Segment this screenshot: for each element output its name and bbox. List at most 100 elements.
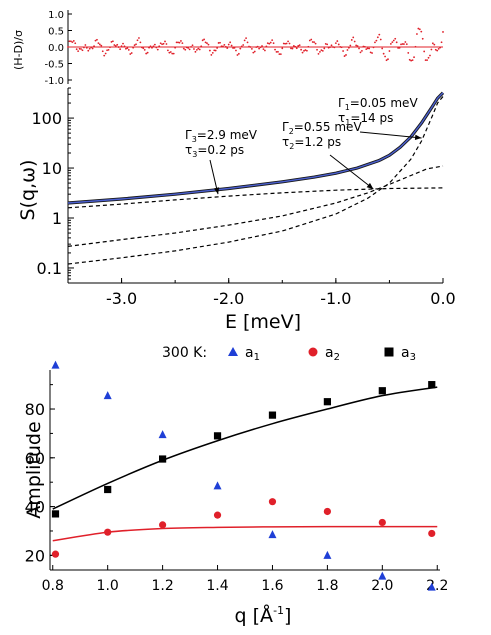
legend-label-a2-sub: 2: [334, 352, 340, 363]
residual-point: [191, 44, 194, 47]
residual-point: [426, 59, 428, 62]
residual-axis-label: (H-D)/σ: [12, 30, 25, 70]
residual-point: [132, 46, 135, 49]
residual-point: [167, 49, 169, 52]
residual-point: [403, 43, 405, 45]
spectrum-y-axis-label: S(q,ω): [17, 160, 39, 221]
residual-point: [139, 41, 142, 44]
point-a3: [378, 387, 386, 395]
residual-point: [418, 28, 421, 31]
point-a1: [427, 582, 436, 591]
residual-point: [363, 45, 366, 48]
residual-point: [387, 58, 389, 61]
annotation-tau-label-idx: 2: [289, 142, 294, 151]
residual-point: [208, 49, 211, 52]
residual-point: [193, 48, 195, 50]
residual-point: [72, 40, 75, 42]
residual-point: [411, 59, 414, 62]
residual-point: [78, 47, 81, 50]
residual-point: [114, 45, 117, 47]
legend-label-a3: a3: [401, 345, 416, 363]
residual-point: [401, 43, 404, 45]
residual-point: [130, 52, 133, 54]
residual-point: [314, 42, 317, 45]
residual-point: [395, 41, 398, 44]
annotation-gamma-label-sym: Γ: [338, 96, 345, 110]
point-a3: [213, 432, 222, 440]
annotation-tau-label-val: =1.2 ps: [294, 135, 341, 149]
amplitude-x-label-exponent: -1: [273, 604, 284, 617]
residual-point: [274, 48, 276, 51]
residual-point: [379, 38, 382, 41]
residual-point: [420, 30, 423, 33]
residual-point: [365, 48, 368, 51]
residual-point: [88, 47, 91, 50]
residual-point: [343, 55, 346, 57]
spectrum-y-tick-label: 0.1: [37, 259, 62, 278]
residual-point: [252, 51, 255, 54]
point-a1: [103, 391, 112, 400]
annotation-tau-label-sym: τ: [185, 143, 192, 157]
residual-point: [213, 49, 216, 52]
residual-point: [237, 52, 240, 55]
annotation-arrow-line: [359, 131, 422, 139]
point-a2: [51, 550, 60, 558]
residual-point: [133, 44, 136, 47]
annotation-tau-label: τ3=0.2 ps: [185, 143, 244, 159]
residual-y-tick-label: 0.5: [48, 27, 64, 38]
amplitude-x-tick-label: 2.0: [371, 578, 393, 594]
residual-point: [334, 42, 337, 45]
residual-point: [269, 41, 272, 44]
residual-point: [101, 50, 104, 53]
annotation-gamma-label-idx: 1: [345, 103, 350, 112]
point-a3: [323, 398, 331, 406]
residual-point: [116, 43, 119, 46]
residual-point: [301, 51, 304, 54]
residual-point: [80, 48, 82, 50]
residual-point: [266, 42, 269, 45]
amplitude-y-tick-label: 40: [25, 498, 45, 517]
annotation-tau-label-sym: τ: [338, 111, 345, 125]
spectrum-x-axis-label: E [meV]: [225, 311, 301, 333]
residual-point: [83, 46, 85, 49]
annotation-arrowhead: [366, 182, 374, 190]
residual-point: [339, 46, 342, 48]
residual-point: [414, 45, 417, 48]
residual-point: [268, 42, 271, 45]
residual-point: [152, 45, 155, 48]
residual-point: [227, 43, 230, 46]
residual-point: [203, 38, 206, 41]
residual-point: [384, 55, 386, 58]
residual-point: [197, 47, 200, 50]
amplitude-x-tick-label: 2.2: [426, 578, 448, 594]
annotation-tau-label: τ1=14 ps: [338, 111, 393, 127]
residual-y-tick-label: -1.0: [44, 76, 64, 87]
annotation-gamma-label-val: =0.05 meV: [350, 96, 419, 110]
residual-point: [159, 42, 162, 45]
residual-point: [337, 43, 340, 46]
residual-point: [258, 47, 261, 50]
residual-point: [311, 41, 314, 43]
residual-point: [156, 48, 159, 51]
annotation-gamma-label-idx: 3: [192, 135, 197, 144]
residual-point: [206, 42, 208, 45]
residual-point: [310, 38, 313, 41]
residual-point: [68, 40, 71, 43]
residual-point: [138, 37, 140, 39]
residual-point: [242, 44, 245, 46]
residual-point: [330, 44, 333, 47]
residual-point: [346, 49, 349, 51]
residual-point: [427, 56, 430, 59]
amplitude-fit-curve: [52, 386, 438, 510]
amplitude-x-tick-label: 1.4: [206, 578, 228, 594]
residual-point: [407, 52, 410, 54]
residual-point: [265, 45, 268, 48]
annotation-tau-label-val: =14 ps: [350, 111, 393, 125]
residual-point: [67, 46, 69, 48]
point-a2: [104, 528, 112, 536]
residual-panel: (H-D)/σ 1.0 0.5 0.0 -0.5 -1.0: [12, 10, 444, 87]
residual-point: [259, 46, 262, 49]
residual-point: [423, 50, 426, 53]
